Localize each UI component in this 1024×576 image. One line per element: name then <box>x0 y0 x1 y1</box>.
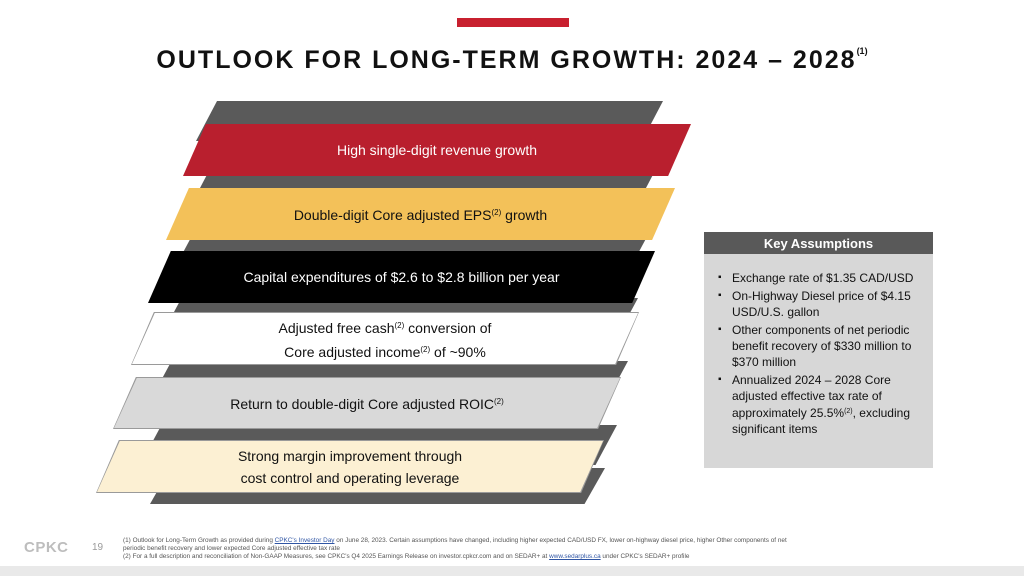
page-number: 19 <box>92 542 104 553</box>
footnote-1: (1) Outlook for Long-Term Growth as prov… <box>123 537 787 552</box>
key-assumptions-panel: Exchange rate of $1.35 CAD/USD On-Highwa… <box>704 254 933 468</box>
key-assumptions-title: Key Assumptions <box>704 232 933 254</box>
assumption-item: On-Highway Diesel price of $4.15 USD/U.S… <box>718 288 919 320</box>
assumption-item: Other components of net periodic benefit… <box>718 322 919 370</box>
outlook-band-capex: Capital expenditures of $2.6 to $2.8 bil… <box>148 251 655 303</box>
sedar-link[interactable]: www.sedarplus.ca <box>549 553 601 560</box>
footer-strip <box>0 566 1024 576</box>
outlook-band-revenue: High single-digit revenue growth <box>183 124 691 176</box>
footnote-2: (2) For a full description and reconcili… <box>123 553 690 560</box>
investor-day-link[interactable]: CPKC's Investor Day <box>274 537 335 544</box>
cpkc-logo: CPKC <box>24 539 69 556</box>
assumption-item: Exchange rate of $1.35 CAD/USD <box>718 270 919 286</box>
footnotes: (1) Outlook for Long-Term Growth as prov… <box>123 537 803 561</box>
assumption-item: Annualized 2024 – 2028 Core adjusted eff… <box>718 372 919 437</box>
title-footnote-ref: (1) <box>856 46 868 56</box>
outlook-band-roic: Return to double-digit Core adjusted ROI… <box>114 378 620 428</box>
outlook-band-free-cash: Adjusted free cash(2) conversion of Core… <box>132 313 638 364</box>
page-title: OUTLOOK FOR LONG-TERM GROWTH: 2024 – 202… <box>156 46 868 74</box>
title-accent-bar <box>457 18 569 27</box>
outlook-band-margin: Strong margin improvement through cost c… <box>97 441 603 492</box>
outlook-band-eps: Double-digit Core adjusted EPS(2) growth <box>166 188 675 240</box>
